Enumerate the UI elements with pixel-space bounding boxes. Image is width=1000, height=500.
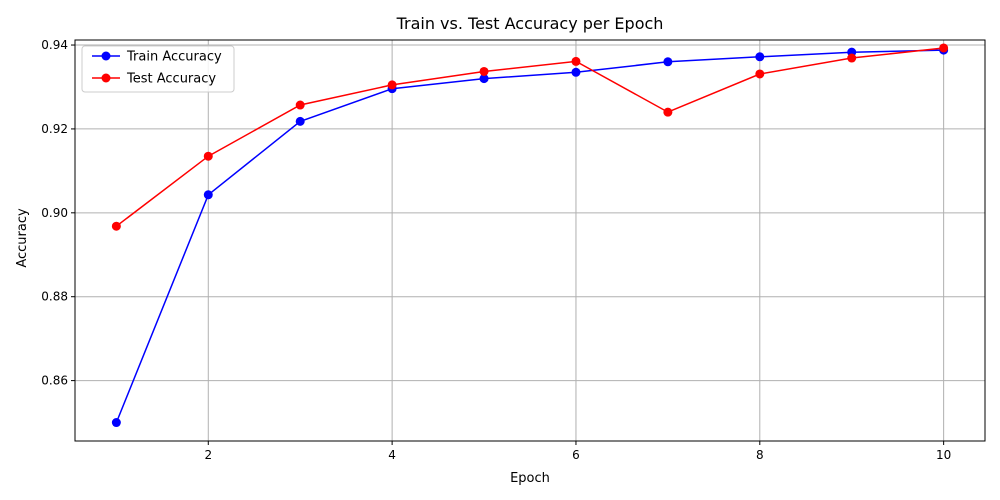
x-tick-label: 8: [756, 448, 764, 462]
train-accuracy-point: [111, 418, 121, 428]
train-accuracy-point: [203, 190, 213, 200]
y-axis-label: Accuracy: [15, 208, 30, 268]
legend-box: [81, 45, 235, 93]
y-tick-label: 0.88: [41, 290, 68, 304]
test-accuracy-point: [755, 69, 765, 79]
test-accuracy-point: [663, 107, 673, 117]
test-accuracy-point: [387, 80, 397, 90]
x-tick-label: 2: [204, 448, 212, 462]
test-accuracy-line: [115, 47, 944, 227]
legend-label: Test Accuracy: [126, 72, 216, 87]
test-accuracy-point: [571, 56, 581, 66]
train-accuracy-line: [115, 49, 944, 423]
series-layer: [111, 43, 949, 428]
test-accuracy-point: [111, 221, 121, 231]
x-axis-label: Epoch: [510, 471, 550, 486]
train-accuracy-point: [479, 74, 489, 84]
train-accuracy-point: [295, 116, 305, 126]
ticks: 2 4 6 8 10 0.86 0.88 0.90 0.92 0.94: [41, 38, 951, 462]
legend: Train Accuracy Test Accuracy: [81, 45, 235, 93]
legend-marker: [101, 51, 111, 61]
y-tick-label: 0.94: [41, 38, 68, 52]
test-accuracy-point: [939, 43, 949, 53]
plot-frame: [74, 39, 986, 442]
y-tick-label: 0.90: [41, 206, 68, 220]
y-tick-label: 0.92: [41, 122, 68, 136]
x-tick-label: 10: [936, 448, 951, 462]
train-accuracy-point: [663, 57, 673, 67]
test-accuracy-point: [847, 53, 857, 63]
test-accuracy-point: [203, 151, 213, 161]
train-accuracy-point: [755, 52, 765, 62]
legend-marker: [101, 73, 111, 83]
test-accuracy-point: [479, 66, 489, 76]
legend-label: Train Accuracy: [126, 50, 222, 65]
x-tick-label: 6: [572, 448, 580, 462]
chart-title: Train vs. Test Accuracy per Epoch: [396, 14, 664, 33]
train-accuracy-point: [571, 67, 581, 77]
y-tick-label: 0.86: [41, 374, 68, 388]
test-accuracy-point: [295, 100, 305, 110]
grid: [75, 40, 985, 441]
x-tick-label: 4: [388, 448, 396, 462]
